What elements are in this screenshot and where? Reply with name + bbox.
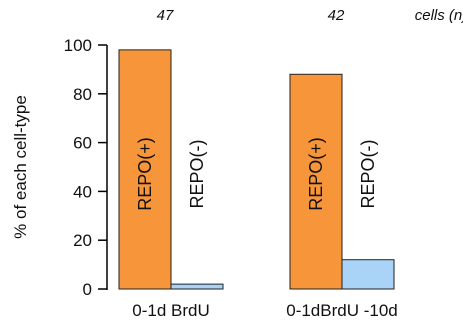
y-tick-label: 100	[64, 36, 92, 55]
bar-repo-0	[170, 283, 224, 290]
bar-series-label: REPO(+)	[306, 137, 326, 211]
cell-count-value: 47	[157, 7, 174, 24]
bar-series-label: REPO(+)	[135, 137, 155, 211]
bars	[118, 49, 395, 290]
y-tick-label: 0	[83, 280, 92, 299]
cell-count-header: cells (n)	[415, 7, 463, 24]
y-tick-label: 40	[73, 182, 92, 201]
y-tick-label: 80	[73, 85, 92, 104]
category-labels: 0-1d BrdU 0-1dBrdU -10d	[132, 301, 398, 320]
cell-count-value: 42	[328, 7, 345, 24]
cell-count-labels: 47 42 cells (n)	[157, 7, 463, 24]
y-axis-title: % of each cell-type	[11, 95, 30, 239]
bar-repo-1	[289, 73, 343, 290]
category-label: 0-1dBrdU -10d	[286, 301, 398, 320]
bar-series-label: REPO(-)	[358, 140, 378, 209]
bar-repo-1	[341, 259, 395, 290]
y-axis: 0 20 40 60 80 100	[64, 36, 108, 299]
bar-repo-0	[118, 49, 172, 290]
y-tick-label: 20	[73, 231, 92, 250]
y-tick-label: 60	[73, 134, 92, 153]
bar-series-labels: REPO(+) REPO(-) REPO(+) REPO(-)	[135, 137, 378, 211]
bar-series-label: REPO(-)	[187, 140, 207, 209]
category-label: 0-1d BrdU	[132, 301, 209, 320]
